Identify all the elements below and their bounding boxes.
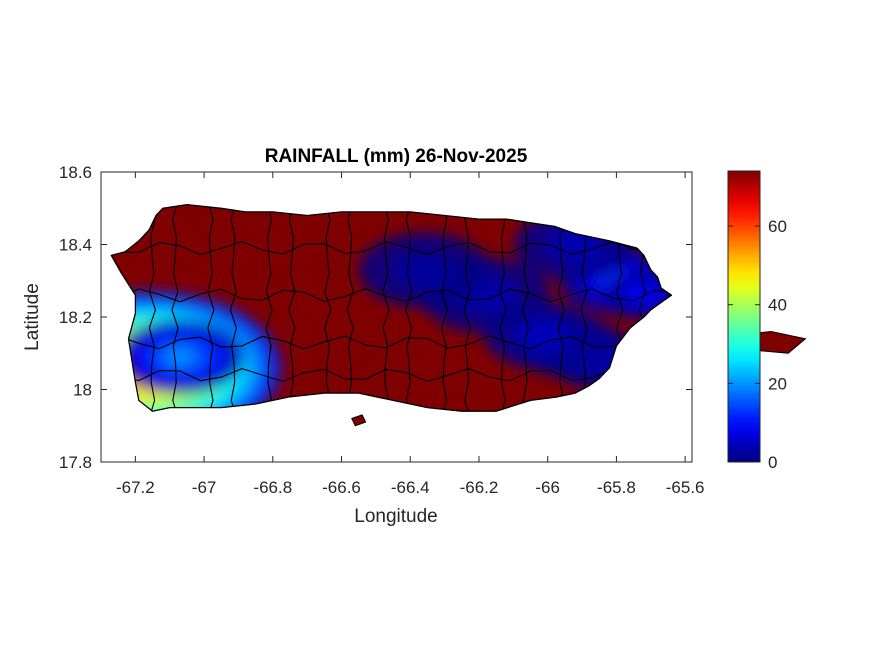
mona-island <box>351 414 367 427</box>
y-tick-label-1: 18 <box>73 381 92 400</box>
boundary-line-18 <box>118 241 672 256</box>
y-axis: 17.8 18 18.2 18.4 18.6 <box>59 163 692 472</box>
x-tick-label-0: -67.2 <box>116 478 155 497</box>
boundary-line-12 <box>499 204 507 412</box>
boundary-line-7 <box>346 204 355 412</box>
boundary-line-19 <box>117 288 672 303</box>
boundary-line-5 <box>288 204 296 412</box>
x-tick-label-5: -66.2 <box>460 478 499 497</box>
boundary-line-2 <box>206 204 215 412</box>
x-axis-label: Longitude <box>354 506 437 527</box>
rain-cell-9 <box>391 251 457 289</box>
boundary-line-20 <box>118 335 672 350</box>
x-tick-label-1: -67 <box>192 478 217 497</box>
boundary-line-1 <box>171 204 179 412</box>
colorbar-tick-label-1: 20 <box>768 374 787 393</box>
municipality-boundaries <box>117 204 672 412</box>
boundary-line-21 <box>118 367 672 383</box>
boundary-line-0 <box>148 204 156 412</box>
x-tick-label-6: -66 <box>535 478 560 497</box>
colorbar: 0 20 40 60 <box>727 170 787 472</box>
boundary-line-14 <box>557 204 565 412</box>
y-tick-label-2: 18.2 <box>59 308 92 327</box>
x-tick-label-7: -65.8 <box>597 478 636 497</box>
rain-cell-1 <box>164 347 196 367</box>
x-tick-label-2: -66.8 <box>253 478 292 497</box>
boundary-line-3 <box>229 204 238 412</box>
y-tick-label-3: 18.4 <box>59 236 92 255</box>
y-tick-label-0: 17.8 <box>59 453 92 472</box>
colorbar-tick-label-3: 60 <box>768 217 787 236</box>
boundary-line-4 <box>265 204 273 412</box>
coastline <box>110 203 673 412</box>
chart-title: RAINFALL (mm) 26-Nov-2025 <box>265 146 528 167</box>
boundary-line-10 <box>440 204 449 412</box>
boundary-line-6 <box>323 204 332 412</box>
colorbar-tick-label-2: 40 <box>768 296 787 315</box>
x-tick-label-8: -65.6 <box>666 478 705 497</box>
boundary-line-9 <box>405 204 413 412</box>
colorbar-frame <box>727 170 761 463</box>
boundary-line-11 <box>463 204 471 412</box>
boundary-line-15 <box>580 204 588 412</box>
y-tick-label-4: 18.6 <box>59 163 92 182</box>
x-tick-label-4: -66.4 <box>391 478 430 497</box>
colorbar-tick-label-0: 0 <box>768 453 777 472</box>
colorbar-gradient <box>728 171 760 462</box>
rain-cell-6 <box>512 318 570 352</box>
x-tick-label-3: -66.6 <box>322 478 361 497</box>
y-axis-label: Latitude <box>22 283 43 351</box>
boundary-line-13 <box>521 204 530 412</box>
x-axis: -67.2 -67 -66.8 -66.6 -66.4 -66.2 -66 -65.8 -65.… <box>116 172 705 497</box>
boundary-line-8 <box>382 204 390 412</box>
